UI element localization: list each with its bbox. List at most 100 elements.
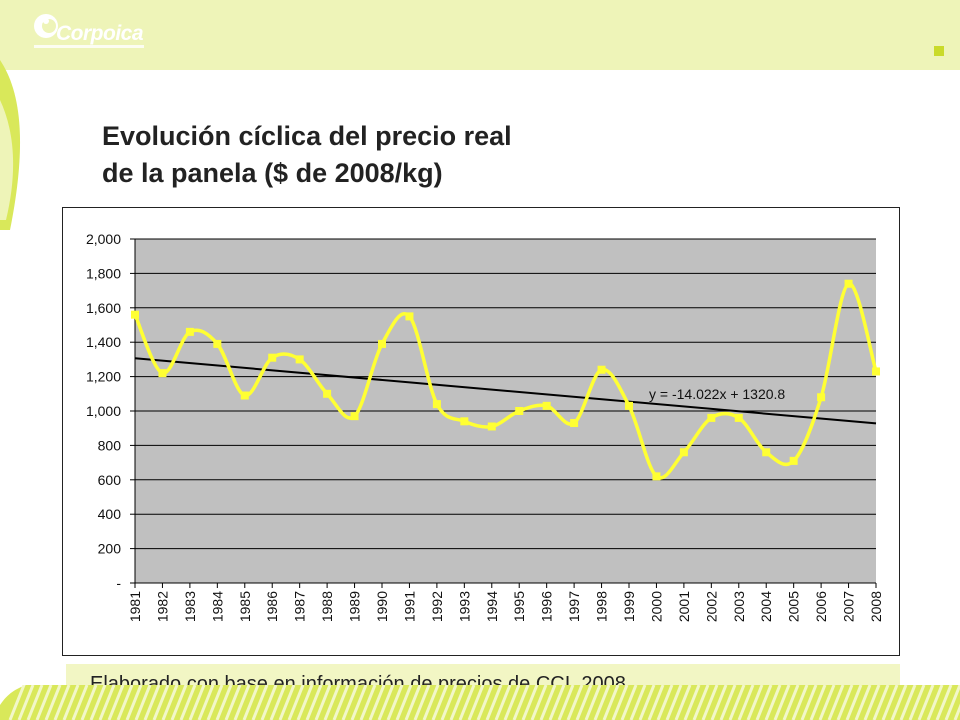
x-tick-labels: 1981 1982 1983 1984 1985 1986 1987 1988 1989 1990… (127, 583, 884, 622)
y-tick-label: 600 (98, 472, 122, 488)
bottom-stripe (80, 685, 98, 720)
bottom-stripe (404, 685, 422, 720)
bottom-stripe (719, 685, 737, 720)
bottom-stripe (800, 685, 818, 720)
bottom-stripe (377, 685, 395, 720)
x-tick-label: 1994 (484, 591, 500, 622)
corner-square-decoration (934, 46, 944, 56)
data-point-2003 (734, 413, 743, 422)
bottom-stripe (755, 685, 773, 720)
bottom-stripe (737, 685, 755, 720)
bottom-stripe (854, 685, 872, 720)
data-point-2001 (679, 448, 688, 457)
bottom-stripe (872, 685, 890, 720)
data-point-2004 (762, 448, 771, 457)
data-point-1981 (131, 310, 139, 319)
bottom-stripe (422, 685, 440, 720)
bottom-decorative-stripes (0, 685, 960, 720)
bottom-stripe (476, 685, 494, 720)
x-tick-label: 2004 (758, 591, 774, 622)
bottom-stripe (341, 685, 359, 720)
x-tick-label: 1991 (401, 591, 417, 622)
bottom-stripe (71, 685, 89, 720)
corpoica-logo-wordmark: Corpoica (56, 22, 144, 45)
x-tick-label: 2005 (786, 591, 802, 622)
x-tick-label: 1989 (347, 591, 363, 622)
bottom-stripe (116, 685, 134, 720)
chart-container: - 200 400 600 800 1,000 1,200 1,400 1,600 1,800 2,… (62, 207, 900, 656)
x-tick-label: 1999 (621, 591, 637, 622)
bottom-stripe (773, 685, 791, 720)
data-point-2002 (707, 413, 716, 422)
bottom-stripe (359, 685, 377, 720)
bottom-stripe (593, 685, 611, 720)
bottom-stripe (485, 685, 503, 720)
x-tick-label: 1996 (539, 591, 555, 622)
bottom-stripe (53, 685, 71, 720)
bottom-stripe (899, 685, 917, 720)
bottom-stripe (575, 685, 593, 720)
x-tick-label: 1987 (292, 591, 308, 622)
bottom-stripe (674, 685, 692, 720)
bottom-stripe (17, 685, 35, 720)
bottom-stripe (449, 685, 467, 720)
y-tick-label: 1,600 (86, 300, 121, 316)
bottom-stripe (557, 685, 575, 720)
bottom-stripe (98, 685, 116, 720)
bottom-stripe (8, 685, 26, 720)
y-tick-labels: - 200 400 600 800 1,000 1,200 1,400 1,600 1,800 2,… (86, 231, 121, 591)
trendline-equation-label: y = -14.022x + 1320.8 (649, 386, 785, 402)
bottom-stripe (215, 685, 233, 720)
bottom-stripe (323, 685, 341, 720)
bottom-stripe (413, 685, 431, 720)
trendline-layer (134, 357, 877, 425)
y-tick-label: 1,400 (86, 334, 121, 350)
data-point-1999 (625, 401, 633, 410)
bottom-stripe (944, 685, 960, 720)
bottom-stripe (890, 685, 908, 720)
bottom-stripe (89, 685, 107, 720)
data-point-1996 (542, 401, 551, 410)
data-point-2007 (844, 279, 853, 288)
bottom-stripe (44, 685, 62, 720)
bottom-stripe (269, 685, 287, 720)
chart-title-line-1: Evolución cíclica del precio real (102, 121, 512, 151)
x-tick-label: 2000 (648, 591, 664, 622)
bottom-stripe (332, 685, 350, 720)
bottom-stripe (566, 685, 584, 720)
bottom-stripe (584, 685, 602, 720)
x-tick-label: 1984 (209, 591, 225, 622)
x-tick-label: 1995 (511, 591, 527, 622)
y-tick-label: - (116, 575, 121, 591)
bottom-stripe (467, 685, 485, 720)
x-tick-label: 2007 (841, 591, 857, 622)
grid-lines (130, 238, 876, 584)
bottom-stripe (143, 685, 161, 720)
data-point-1982 (158, 369, 167, 378)
bottom-stripe (746, 685, 764, 720)
y-tick-label: 400 (98, 506, 122, 522)
chart-title: Evolución cíclica del precio real de la … (102, 118, 512, 192)
bottom-stripe (818, 685, 836, 720)
bottom-stripe (179, 685, 197, 720)
bottom-stripe (251, 685, 269, 720)
bottom-stripe (278, 685, 296, 720)
x-tick-label: 1988 (319, 591, 335, 622)
bottom-stripe (161, 685, 179, 720)
data-point-1984 (213, 339, 222, 348)
bottom-stripe (431, 685, 449, 720)
corpoica-logo-icon (34, 14, 58, 38)
data-point-1992 (432, 400, 441, 409)
x-tick-label: 1992 (429, 591, 445, 622)
bottom-stripe (647, 685, 665, 720)
x-tick-label: 2006 (813, 591, 829, 622)
data-point-2008 (872, 367, 880, 376)
bottom-stripe (953, 703, 960, 720)
bottom-stripe (683, 685, 701, 720)
bottom-stripe (548, 685, 566, 720)
bottom-stripe (809, 685, 827, 720)
data-point-1988 (323, 389, 332, 398)
x-tick-label: 2001 (676, 591, 692, 622)
bottom-stripe (521, 685, 539, 720)
bottom-stripe (665, 685, 683, 720)
